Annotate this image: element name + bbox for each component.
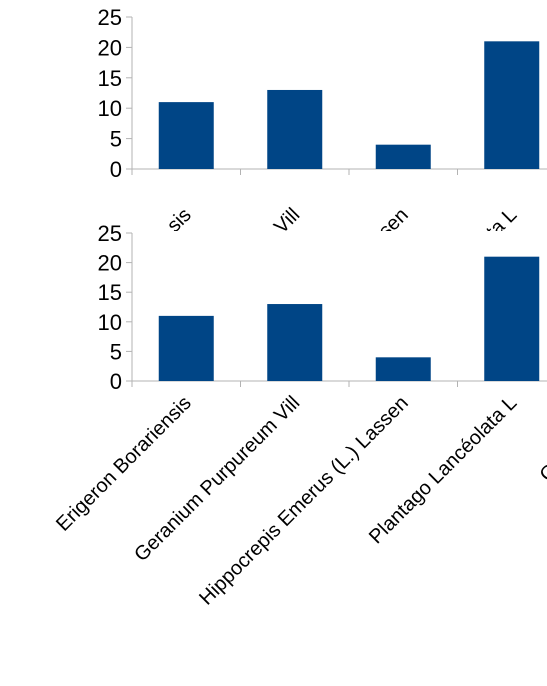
bar [267, 304, 323, 381]
x-category-label: ta L [482, 204, 521, 243]
x-category-label: Vill [270, 204, 304, 238]
y-tick-label: 25 [98, 5, 122, 30]
y-tick-label: 15 [98, 66, 122, 91]
bar [375, 144, 431, 169]
bar [484, 41, 540, 169]
x-category-label: sen [374, 204, 412, 242]
bar [484, 256, 540, 381]
y-tick-label: 10 [98, 96, 122, 121]
y-tick-label: 20 [98, 251, 122, 276]
bar [375, 357, 431, 381]
y-tick-label: 5 [110, 127, 122, 152]
y-tick-label: 0 [110, 369, 122, 394]
x-category-label: Hippocrepis Emerus (L.) Lassen [195, 392, 413, 610]
bar [158, 102, 214, 169]
y-tick-label: 20 [98, 35, 122, 60]
bar-chart-1: 0 5 10 15 20 25 sis Vill sen ta L [98, 5, 547, 243]
y-tick-label: 15 [98, 280, 122, 305]
y-tick-label: 10 [98, 310, 122, 335]
x-category-label: Geranium ro [536, 392, 547, 486]
y-tick-label: 5 [110, 339, 122, 364]
y-tick-label: 0 [110, 157, 122, 182]
y-tick-label: 25 [98, 221, 122, 246]
bar [158, 315, 214, 381]
bar [267, 89, 323, 169]
x-category-label: sis [163, 204, 196, 237]
